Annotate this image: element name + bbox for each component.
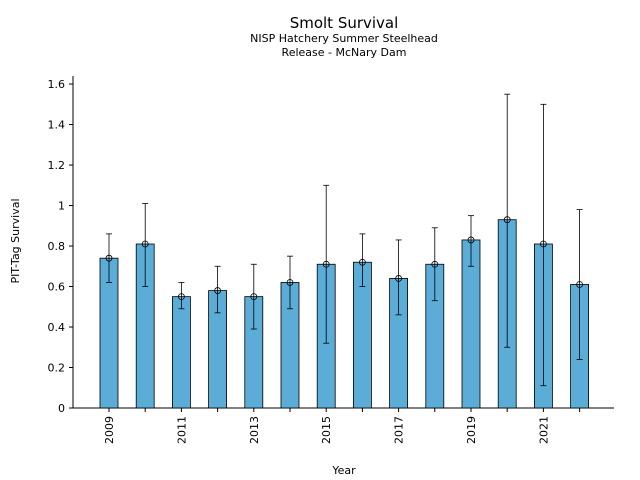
- x-tick-label: 2011: [175, 416, 188, 444]
- point-marker-2022: [576, 281, 583, 288]
- point-marker-2015: [322, 260, 330, 268]
- x-tick-label: 2013: [248, 416, 261, 444]
- x-tick-label: 2015: [320, 416, 333, 444]
- plot-area: 0 0.2 0.4 0.6 0.8 1 1.2 1.4 1.6 2009 2011 2013 2015 2…: [48, 76, 614, 444]
- bar-2011: [171, 296, 191, 409]
- x-tick-label: 2019: [465, 416, 478, 444]
- chart-title: Smolt Survival: [290, 14, 399, 32]
- point-marker-2021: [540, 240, 547, 248]
- y-tick-label: 0.8: [48, 240, 66, 253]
- point-marker-2014: [286, 279, 294, 286]
- point-marker-2018: [431, 260, 439, 268]
- y-tick-label: 1.2: [48, 159, 66, 172]
- x-axis-label: Year: [331, 464, 356, 477]
- y-tick-label: 0.6: [48, 281, 66, 294]
- point-marker-2017: [395, 275, 403, 282]
- point-marker-2019: [467, 236, 475, 244]
- x-tick-label: 2021: [537, 416, 550, 444]
- point-marker-2020: [503, 216, 511, 224]
- point-marker-2016: [358, 258, 366, 266]
- y-axis-label: PIT-Tag Survival: [9, 198, 22, 283]
- y-tick-label: 0: [58, 402, 65, 415]
- y-tick-label: 0.4: [48, 321, 66, 334]
- y-tick-label: 1: [58, 200, 65, 213]
- point-marker-2011: [177, 293, 185, 301]
- x-tick-label: 2009: [103, 416, 116, 444]
- x-tick-label: 2017: [393, 416, 406, 444]
- y-tick-label: 0.2: [48, 362, 66, 375]
- point-marker-2009: [105, 254, 113, 262]
- chart-subtitle-line-1: NISP Hatchery Summer Steelhead: [250, 32, 438, 45]
- y-tick-label: 1.6: [48, 78, 66, 91]
- point-marker-2013: [250, 293, 258, 301]
- chart-subtitle-line-2: Release - McNary Dam: [282, 46, 407, 59]
- y-tick-label: 1.4: [48, 119, 66, 132]
- point-marker-2012: [214, 287, 222, 294]
- point-marker-2010: [141, 240, 149, 248]
